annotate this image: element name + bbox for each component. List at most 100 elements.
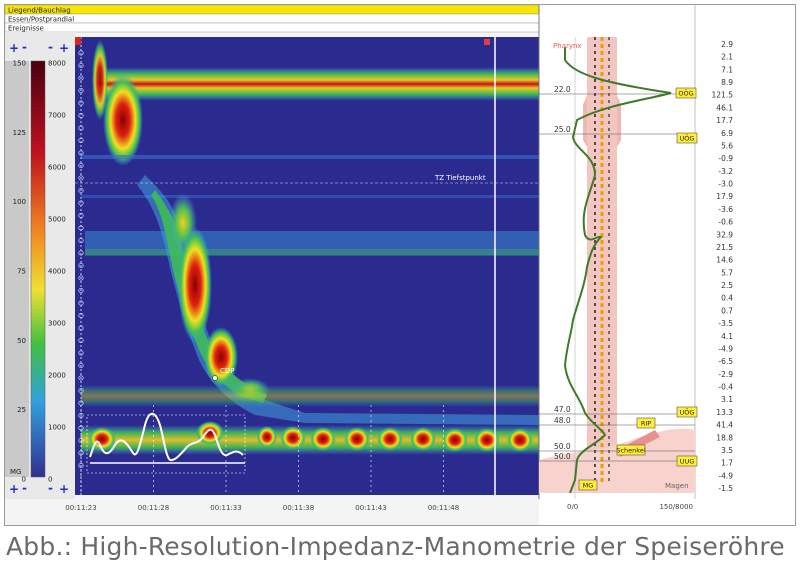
depth-label: 50.0 <box>554 452 571 461</box>
marker-label: RIP <box>641 420 651 428</box>
marker-box[interactable] <box>676 455 698 467</box>
time-tick-label: 00:11:33 <box>210 504 241 512</box>
marker-box[interactable] <box>636 417 656 429</box>
sensor-dot <box>78 162 84 169</box>
wave-segment <box>178 227 212 343</box>
sensor-dot <box>78 50 84 56</box>
header-row-bar-3 <box>5 22 540 33</box>
sensor-value: 121.5 <box>712 91 734 100</box>
colorbar-tick-label: 6000 <box>48 164 66 172</box>
sensor-dot <box>78 125 84 131</box>
sensor-value: -0.9 <box>718 154 733 163</box>
sensor-dot <box>78 375 84 381</box>
zoom-out-icon[interactable]: - <box>48 481 53 495</box>
sensor-value: 13.3 <box>716 408 733 417</box>
sensor-dot <box>78 412 84 419</box>
wave-segment <box>204 327 238 387</box>
sensor-value: 14.6 <box>716 256 733 265</box>
marker-box[interactable] <box>578 479 598 491</box>
sensor-value: 21.5 <box>716 243 733 252</box>
marker-label: Schenkel <box>616 447 645 455</box>
marker-label: OÖG <box>678 89 693 98</box>
left-colorbar-panel: + - - + + - - + MG 150 125 100 75 50 25 0 8000… <box>5 32 75 499</box>
sensor-value: 5.6 <box>721 141 733 150</box>
sensor-dot <box>78 312 84 319</box>
zoom-out-icon[interactable]: - <box>22 481 27 495</box>
pressure-max-label: 150/8000 <box>659 503 693 511</box>
cdp-label: CDP <box>220 367 235 375</box>
les-band <box>81 425 539 455</box>
header-row-label: Ereignisse <box>8 25 44 33</box>
ues-band <box>97 67 539 101</box>
colorbar-tick-label: 25 <box>17 406 26 414</box>
marker-label: UÖG <box>680 408 695 417</box>
sensor-value: 8.9 <box>721 78 733 87</box>
zoom-in-icon[interactable]: + <box>59 482 69 496</box>
sensor-value: 1.7 <box>721 459 733 468</box>
colorbar-tick-label: 8000 <box>48 60 66 68</box>
sensor-value: -2.9 <box>718 370 733 379</box>
sensor-dot <box>78 462 84 469</box>
sensor-value: 32.9 <box>716 230 733 239</box>
colorbar-tick-label: 2000 <box>48 372 66 380</box>
marker-label: MG <box>583 482 594 490</box>
time-tick-label: 00:11:48 <box>428 504 459 512</box>
close-icon[interactable] <box>484 39 490 45</box>
sensor-dot <box>78 225 84 231</box>
mid-stripe <box>85 249 539 256</box>
manometry-figure: Liegend/Bauchlag Essen/Postprandial Erei… <box>4 4 796 526</box>
sensor-value: 5.7 <box>721 268 733 277</box>
sensor-dot <box>78 350 84 356</box>
time-tick-label: 00:11:28 <box>138 504 169 512</box>
sensor-value: 17.9 <box>716 192 733 201</box>
colorbar-tick-label: 100 <box>13 198 26 206</box>
zoom-in-icon[interactable]: + <box>9 482 19 496</box>
sensor-dot <box>78 337 84 344</box>
cdp-marker[interactable] <box>212 375 218 381</box>
les-upper-band <box>81 385 539 407</box>
depth-label: 50.0 <box>554 442 571 451</box>
marker-box[interactable] <box>676 406 698 418</box>
sensor-value: 17.7 <box>716 116 733 125</box>
marker-box[interactable] <box>676 132 698 144</box>
zoom-in-icon[interactable]: + <box>9 41 19 55</box>
sensor-dot <box>78 212 84 219</box>
marker-box[interactable] <box>675 87 697 99</box>
marker-label: UUG <box>680 458 695 466</box>
zoom-in-icon[interactable]: + <box>59 41 69 55</box>
header-row-bar-1 <box>5 5 540 15</box>
sensor-value: 7.1 <box>721 65 733 74</box>
les-contractions <box>88 421 533 452</box>
sensor-value: 41.4 <box>716 421 733 430</box>
manometry-plot: TZ Tiefstpunkt CDP 00:11:23 00:11:28 00:11… <box>65 37 539 512</box>
sensor-value: -3.6 <box>718 205 733 214</box>
zoom-controls[interactable]: + - - + + - - + <box>9 40 69 496</box>
sensor-value: -6.5 <box>718 357 733 366</box>
sensor-value: 2.5 <box>721 281 733 290</box>
sensor-value: -4.9 <box>718 471 733 480</box>
depth-label: 25.0 <box>554 125 571 134</box>
depth-label: 48.0 <box>554 416 571 425</box>
colorbar-tick-label: 150 <box>13 60 26 68</box>
figure-caption: Abb.: High-Resolution-Impedanz-Manometri… <box>6 532 785 561</box>
impedance-trace <box>89 412 244 462</box>
marker-label: UÖG <box>680 134 695 143</box>
pressure-color-scale <box>30 60 46 478</box>
sensor-value: -0.6 <box>718 218 733 227</box>
colorbar-tick-label: 1000 <box>48 424 66 432</box>
sensor-dot <box>78 275 84 281</box>
sensor-value: 2.9 <box>721 40 733 49</box>
sensor-dot <box>78 300 84 306</box>
sensor-dot <box>78 62 84 69</box>
zoom-out-icon[interactable]: - <box>22 40 27 54</box>
depth-label: 47.0 <box>554 405 571 414</box>
sensor-dot <box>78 287 84 294</box>
colorbar-tick-label: 75 <box>17 268 26 276</box>
sensor-dot <box>78 112 84 119</box>
sensor-value: 18.8 <box>716 433 733 442</box>
zoom-out-icon[interactable]: - <box>48 40 53 54</box>
sensor-value: 2.1 <box>721 53 733 62</box>
sensor-value: 3.1 <box>721 395 733 404</box>
sensor-dot <box>78 237 84 244</box>
marker-box[interactable] <box>616 444 646 456</box>
